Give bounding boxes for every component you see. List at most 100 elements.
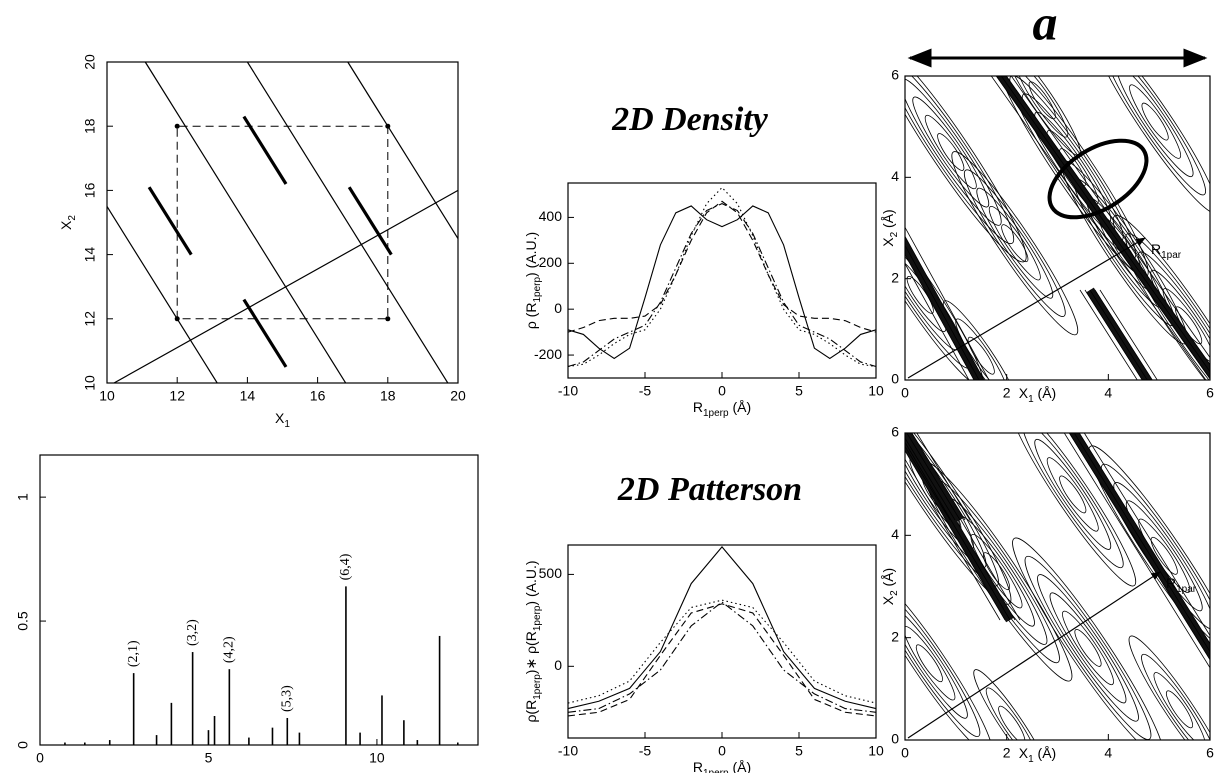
y-tick-label: 4 (891, 168, 899, 184)
dense-band-edge (916, 433, 971, 521)
plot-frame (904, 75, 1211, 381)
y-tick-label: 0 (891, 371, 899, 387)
dense-band-edge (905, 253, 975, 380)
contour-line (1046, 457, 1099, 532)
y-tick-label: 400 (539, 208, 563, 224)
contour-line (1059, 475, 1087, 514)
x-tick-label: 10 (369, 750, 385, 766)
label-part: (Å) (880, 209, 896, 232)
y-axis-label: X2 (Å) (880, 209, 900, 246)
lattice-line (147, 186, 193, 256)
contour-line (1049, 592, 1127, 704)
label-part: (Å) (729, 399, 752, 415)
peak-label: (5,3) (280, 685, 295, 712)
contour-line (985, 687, 1038, 740)
contour-line (973, 669, 1051, 740)
contour-line (905, 433, 1012, 605)
x-tick-label: 10 (868, 383, 884, 399)
label-part: 1perp (703, 768, 729, 773)
label-part: 1 (1028, 754, 1034, 765)
label-part: X (1019, 745, 1029, 761)
dense-band-edge (1099, 289, 1158, 380)
label-part: X (880, 237, 896, 247)
label-part: 1perp (532, 674, 543, 700)
x-tick-label: 2 (1003, 385, 1011, 401)
series-line (567, 186, 877, 368)
x-tick-label: 16 (310, 388, 326, 404)
x-tick-label: 4 (1104, 385, 1112, 401)
dense-band-edge (1084, 289, 1143, 380)
x-tick-label: 20 (450, 388, 466, 404)
period-label: a (1033, 0, 1058, 50)
label-part: R (1166, 575, 1176, 591)
dense-band-edge (905, 449, 1006, 621)
x-tick-label: 4 (1104, 745, 1112, 761)
x-tick-label: 5 (205, 750, 213, 766)
peak-label: (3,2) (185, 619, 200, 646)
contour-line (1104, 76, 1206, 196)
contour-line (905, 607, 968, 719)
contour-line (970, 533, 1023, 609)
contour-line (1153, 672, 1206, 740)
dense-band-edge (1073, 433, 1210, 653)
y-axis-label: ρ(R1perp)∗ ρ(R1perp) (A.U.) (523, 560, 543, 722)
contour-line (905, 202, 984, 380)
dense-band-edge (905, 441, 1011, 621)
label-part: R (693, 759, 703, 773)
y-axis-label: X2 (58, 215, 78, 230)
dense-band-edge (1063, 433, 1210, 669)
arrow-label: R1par (1151, 241, 1182, 261)
y-tick-label: 4 (891, 526, 899, 542)
lattice-line (176, 125, 389, 320)
lattice-line (113, 189, 459, 384)
series-line (567, 603, 877, 717)
label-part: ) (A.U.) (523, 560, 539, 605)
lattice-point (174, 123, 180, 129)
label-part: R (693, 399, 703, 415)
dense-band-edge (905, 226, 990, 380)
lattice-point (385, 316, 391, 322)
label-part: 1 (1028, 394, 1034, 405)
y-axis-label: ρ (R1perp) (A.U.) (523, 232, 543, 329)
label-part: (Å) (880, 568, 896, 591)
contour-line (1165, 690, 1194, 729)
dense-band-edge (905, 445, 951, 521)
contour-line (1009, 433, 1137, 587)
label-part: (Å) (1034, 745, 1057, 761)
peak-label: (6,4) (338, 553, 353, 580)
series-line (567, 203, 877, 368)
contour-line (1125, 233, 1210, 380)
y-tick-label: 10 (82, 375, 98, 391)
contour-line (1024, 555, 1152, 740)
dense-band-edge (1078, 433, 1210, 645)
label-part: ρ (R (523, 303, 539, 330)
contour-line (1001, 224, 1029, 263)
lattice-line (242, 115, 288, 185)
dense-band-edge (1010, 76, 1210, 359)
contour-line (1141, 653, 1210, 740)
x-axis-label: R1perp (Å) (693, 399, 751, 419)
contour-line (924, 114, 977, 190)
contour-field (905, 433, 1210, 740)
contour-field (905, 76, 1210, 380)
y-tick-label: 0 (15, 741, 31, 749)
highlight-ellipse (1047, 138, 1149, 220)
contour-line (1150, 536, 1178, 575)
y-tick-label: 2 (891, 269, 899, 285)
dense-band-edge (911, 433, 966, 521)
x-tick-label: 0 (901, 745, 909, 761)
dense-band-edge (905, 244, 980, 380)
contour-line (1091, 76, 1210, 214)
label-part: X (880, 595, 896, 605)
x-tick-label: -10 (558, 743, 578, 759)
y-tick-label: 0 (891, 731, 899, 747)
contour-line (1125, 500, 1203, 612)
contour-line (905, 589, 981, 737)
y-tick-label: 6 (891, 424, 899, 440)
dense-band-edge (1005, 76, 1210, 366)
contour-line (1037, 574, 1139, 722)
label-part: ρ(R (523, 700, 539, 723)
contour-line (1112, 214, 1210, 380)
series-line (567, 545, 877, 710)
label-part: X (275, 410, 285, 426)
